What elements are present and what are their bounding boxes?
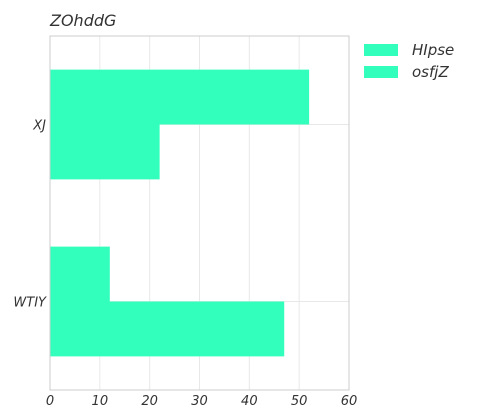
chart-title: ZOhddG (49, 11, 116, 30)
y-tick-label: WTIY (13, 296, 47, 311)
plot-frame (49, 35, 350, 391)
x-tick-label: 30 (191, 394, 208, 409)
x-tick-label: 60 (341, 394, 358, 409)
x-tick-label: 50 (291, 394, 308, 409)
bar-xj-osfjz (50, 124, 160, 180)
y-tick-labels: XJ WTIY (13, 119, 47, 311)
legend-label: HIpse (412, 41, 454, 59)
y-tick-label: XJ (32, 119, 46, 134)
legend-swatch (364, 44, 398, 56)
x-tick-labels: 0 10 20 30 40 50 60 (46, 394, 357, 409)
bar-wtiy-osfjz (50, 301, 285, 357)
x-tick-label: 40 (241, 394, 258, 409)
legend: HIpse osfjZ (364, 41, 454, 81)
bar-xj-hipse (50, 69, 310, 125)
x-tick-label: 20 (141, 394, 158, 409)
x-tick-label: 0 (46, 394, 54, 409)
legend-label: osfjZ (412, 63, 449, 81)
bar-wtiy-hipse (50, 246, 110, 302)
x-tick-label: 10 (92, 394, 109, 409)
bars (50, 69, 310, 357)
legend-swatch (364, 66, 398, 78)
